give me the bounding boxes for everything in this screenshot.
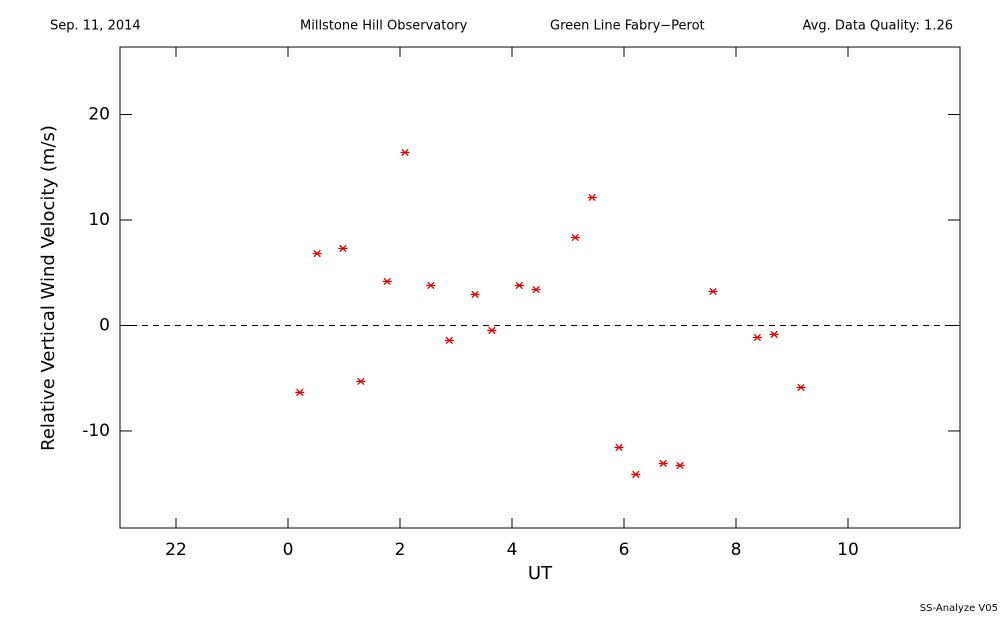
header-site: Millstone Hill Observatory (300, 19, 468, 34)
point (487, 326, 497, 335)
y-tick-label: 20 (88, 105, 110, 125)
point-stroke (383, 277, 391, 286)
header-instrument: Green Line Fabry−Perot (550, 19, 705, 34)
point (531, 285, 541, 294)
point (470, 290, 480, 299)
point-stroke (427, 281, 435, 290)
point-stroke (339, 244, 347, 253)
x-axis-label: UT (528, 563, 553, 584)
x-tick-label: 10 (837, 540, 859, 560)
point-stroke (357, 377, 365, 386)
point (796, 383, 806, 392)
point-stroke (615, 443, 623, 452)
point (658, 459, 668, 468)
point (400, 148, 410, 157)
x-tick-label: 2 (395, 540, 406, 560)
point (614, 443, 624, 452)
point-stroke (659, 459, 667, 468)
plot-frame (119, 46, 961, 529)
point-stroke (770, 330, 778, 339)
point-stroke (515, 281, 523, 290)
y-tick-label: 0 (99, 315, 110, 335)
point (312, 249, 322, 258)
point-stroke (471, 290, 479, 299)
point-stroke (532, 285, 540, 294)
point (382, 277, 392, 286)
point-stroke (445, 336, 453, 345)
y-tick-label: -10 (82, 421, 110, 441)
point (752, 333, 762, 342)
point (570, 233, 580, 242)
point (769, 330, 779, 339)
point (426, 281, 436, 290)
point-stroke (753, 333, 761, 342)
point-stroke (571, 233, 579, 242)
point-stroke (676, 461, 684, 470)
x-tick-label: 6 (619, 540, 630, 560)
point (295, 388, 305, 397)
header-date: Sep. 11, 2014 (50, 19, 141, 34)
x-tick-label: 22 (165, 540, 187, 560)
point-stroke (313, 249, 321, 258)
point-stroke (709, 287, 717, 296)
point (338, 244, 348, 253)
point (356, 377, 366, 386)
header-quality: Avg. Data Quality: 1.26 (803, 19, 953, 34)
point-stroke (401, 148, 409, 157)
point-stroke (588, 193, 596, 202)
y-axis-label: Relative Vertical Wind Velocity (m/s) (38, 125, 59, 451)
point (675, 461, 685, 470)
footer: SS-Analyze V05 (920, 603, 998, 614)
x-tick-label: 8 (731, 540, 742, 560)
point (708, 287, 718, 296)
x-tick-label: 4 (507, 540, 518, 560)
point-stroke (296, 388, 304, 397)
y-tick-label: 10 (88, 210, 110, 230)
point-stroke (488, 326, 496, 335)
point-stroke (632, 470, 640, 479)
point-stroke (797, 383, 805, 392)
point (514, 281, 524, 290)
point (631, 470, 641, 479)
point (444, 336, 454, 345)
x-tick-label: 0 (283, 540, 294, 560)
point (587, 193, 597, 202)
